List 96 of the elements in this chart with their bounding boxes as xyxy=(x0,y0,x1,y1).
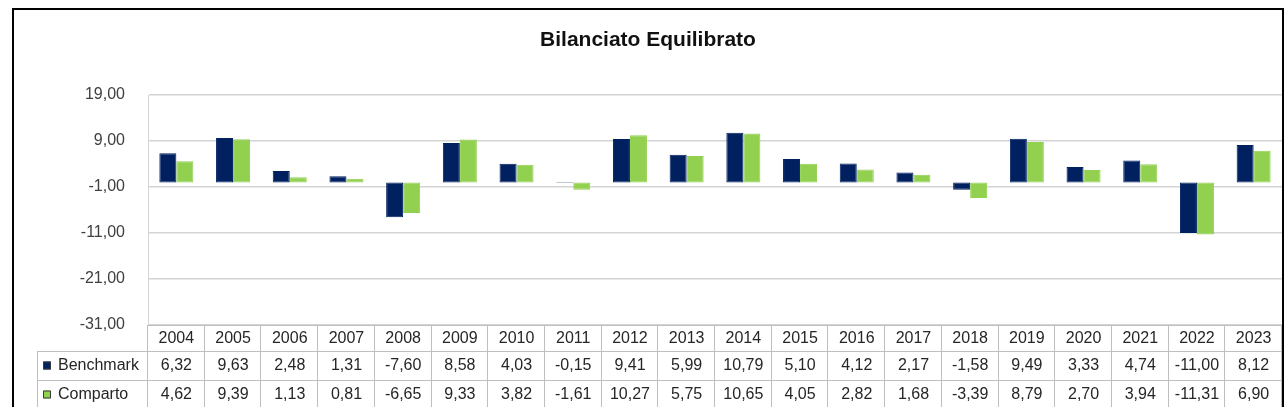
bar xyxy=(629,135,647,183)
data-label: 9,49 xyxy=(1011,355,1043,373)
bar xyxy=(743,133,761,183)
data-label: 9,63 xyxy=(217,355,249,373)
data-label: 8,79 xyxy=(1011,384,1043,402)
data-label: 2,82 xyxy=(841,384,873,402)
bar xyxy=(1026,141,1044,183)
x-tick-label: 2009 xyxy=(442,329,478,347)
data-label: 2,17 xyxy=(897,355,930,373)
bar xyxy=(329,176,347,183)
data-label: -6,65 xyxy=(384,384,422,402)
data-label: -1,58 xyxy=(951,355,989,373)
bar xyxy=(612,139,630,183)
bar xyxy=(669,154,687,183)
data-label: 1,68 xyxy=(897,384,930,402)
data-label: 1,13 xyxy=(274,384,306,402)
bar xyxy=(403,182,421,213)
data-label: 5,75 xyxy=(671,384,703,402)
bar xyxy=(783,158,801,183)
data-label: 3,94 xyxy=(1124,384,1156,402)
x-tick-label: 2011 xyxy=(556,329,591,347)
data-label: 8,58 xyxy=(444,355,476,373)
bar xyxy=(216,138,234,183)
data-label: 1,31 xyxy=(330,355,363,373)
x-tick-label: 2019 xyxy=(1009,329,1045,347)
x-tick-label: 2015 xyxy=(782,329,818,347)
bar xyxy=(289,177,307,183)
y-tick-label: 19,00 xyxy=(84,85,126,103)
bar xyxy=(459,139,477,183)
bar xyxy=(953,182,971,190)
data-label: 5,99 xyxy=(671,355,703,373)
bar xyxy=(1253,150,1271,183)
x-tick-label: 2022 xyxy=(1179,329,1215,347)
data-label: -1,61 xyxy=(555,384,592,402)
bar xyxy=(896,172,914,183)
bar xyxy=(1179,182,1197,233)
data-label: 10,79 xyxy=(723,355,764,373)
data-label: 9,41 xyxy=(614,355,646,373)
bar xyxy=(1196,182,1214,235)
data-label: 9,33 xyxy=(444,384,476,402)
x-tick-label: 2023 xyxy=(1235,329,1272,347)
data-label: 0,81 xyxy=(330,384,363,402)
x-tick-label: 2007 xyxy=(328,329,365,347)
x-tick-label: 2017 xyxy=(895,329,932,347)
x-tick-label: 2016 xyxy=(838,329,875,347)
data-label: 4,03 xyxy=(500,355,533,373)
bar xyxy=(1236,145,1254,183)
y-tick-label: -31,00 xyxy=(79,315,126,333)
x-tick-label: 2008 xyxy=(385,329,422,347)
x-tick-label: 2021 xyxy=(1122,329,1159,347)
x-tick-label: 2013 xyxy=(668,329,705,347)
x-tick-label: 2006 xyxy=(271,329,308,347)
data-label: -0,15 xyxy=(555,355,592,373)
chart-title: Bilanciato Equilibrato xyxy=(540,27,756,51)
y-tick-label: -11,00 xyxy=(80,223,126,241)
bar xyxy=(1009,138,1027,183)
x-tick-label: 2020 xyxy=(1065,329,1102,347)
data-label: 5,10 xyxy=(784,355,816,373)
data-label: -7,60 xyxy=(384,355,422,373)
data-label: 3,82 xyxy=(500,384,533,402)
y-tick-label: -1,00 xyxy=(88,177,126,195)
legend-label: Benchmark xyxy=(58,355,140,373)
data-label: 9,39 xyxy=(217,384,249,402)
bar xyxy=(442,142,460,183)
y-tick-label: -21,00 xyxy=(79,269,126,287)
bar xyxy=(233,139,251,183)
bar xyxy=(386,182,404,218)
bar xyxy=(159,153,177,183)
data-label: -11,31 xyxy=(1174,384,1220,402)
data-label: 6,90 xyxy=(1238,384,1270,402)
bar xyxy=(573,182,591,190)
data-label: 6,32 xyxy=(160,355,193,373)
x-tick-label: 2010 xyxy=(498,329,535,347)
bar xyxy=(176,161,194,183)
data-label: 4,12 xyxy=(841,355,873,373)
data-label: -11,00 xyxy=(1174,355,1220,373)
x-tick-label: 2012 xyxy=(612,329,648,347)
bar xyxy=(1123,160,1141,183)
data-label: 10,65 xyxy=(723,384,764,402)
data-label: 4,62 xyxy=(160,384,193,402)
bar xyxy=(726,132,744,183)
bar xyxy=(686,155,704,183)
data-label: -3,39 xyxy=(951,384,989,402)
data-label: 2,70 xyxy=(1067,384,1100,402)
legend-label: Comparto xyxy=(58,384,129,402)
data-label: 10,27 xyxy=(609,384,651,402)
data-label: 4,05 xyxy=(784,384,816,402)
data-label: 3,33 xyxy=(1067,355,1100,373)
data-label: 4,74 xyxy=(1124,355,1156,373)
x-tick-label: 2014 xyxy=(725,329,762,347)
y-tick-label: 9,00 xyxy=(93,131,126,149)
x-tick-label: 2004 xyxy=(158,329,195,347)
x-tick-label: 2005 xyxy=(215,329,251,347)
x-tick-label: 2018 xyxy=(952,329,989,347)
data-label: 2,48 xyxy=(274,355,306,373)
data-label: 8,12 xyxy=(1238,355,1270,373)
